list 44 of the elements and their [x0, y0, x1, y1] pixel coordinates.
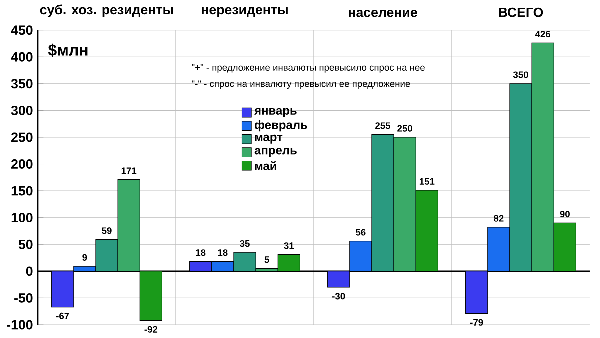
data-label: 426	[535, 30, 551, 38]
data-label: 250	[398, 125, 412, 132]
y-axis-title: $млн	[48, 44, 88, 57]
legend-label: январь	[254, 108, 297, 118]
y-tick-label: 450	[11, 26, 33, 36]
legend-label: май	[255, 161, 276, 170]
x-tick-label: население	[349, 10, 418, 18]
legend-label: февраль	[254, 120, 308, 132]
x-tick-label: суб. хоз. резиденты	[40, 4, 174, 18]
data-label: 59	[102, 228, 112, 234]
y-tick-label: 150	[12, 186, 33, 196]
data-label: -67	[56, 312, 70, 320]
y-tick-label: 250	[12, 132, 33, 142]
data-label: 56	[356, 229, 366, 236]
y-tick-label: 50	[18, 240, 33, 250]
data-label: 9	[82, 254, 88, 261]
data-label: 350	[513, 72, 528, 78]
data-label: 35	[240, 240, 250, 248]
data-label: 5	[264, 256, 270, 264]
data-label: -30	[332, 293, 346, 300]
data-label: -79	[470, 319, 484, 326]
y-tick-label: 200	[12, 160, 33, 169]
annotation: "+" - предложение инвалюты превысило спрос на нее	[192, 64, 425, 73]
data-label: 18	[218, 250, 228, 256]
annotation: "-" - спрос на инвалюту превысил ее предложение	[192, 80, 410, 90]
x-tick-label: нерезиденты	[202, 7, 288, 18]
data-label: 90	[560, 211, 570, 218]
y-tick-label: 400	[11, 52, 33, 62]
data-label: 31	[284, 242, 294, 250]
y-tick-label: 100	[12, 213, 33, 223]
y-tick-label: -100	[7, 320, 33, 330]
data-label: 18	[196, 250, 206, 256]
data-label: 171	[122, 168, 137, 174]
legend-label: апрель	[254, 148, 297, 158]
y-tick-label: -50	[14, 293, 33, 303]
y-tick-label: 0	[26, 266, 33, 276]
data-label: 151	[420, 178, 435, 185]
x-tick-label: ВСЕГО	[499, 8, 544, 18]
legend-label: март	[255, 134, 283, 144]
data-label: 255	[376, 122, 391, 130]
y-tick-label: 300	[11, 106, 33, 116]
data-label: 82	[494, 215, 504, 222]
y-tick-label: 350	[11, 79, 33, 89]
data-label: -92	[144, 326, 158, 333]
